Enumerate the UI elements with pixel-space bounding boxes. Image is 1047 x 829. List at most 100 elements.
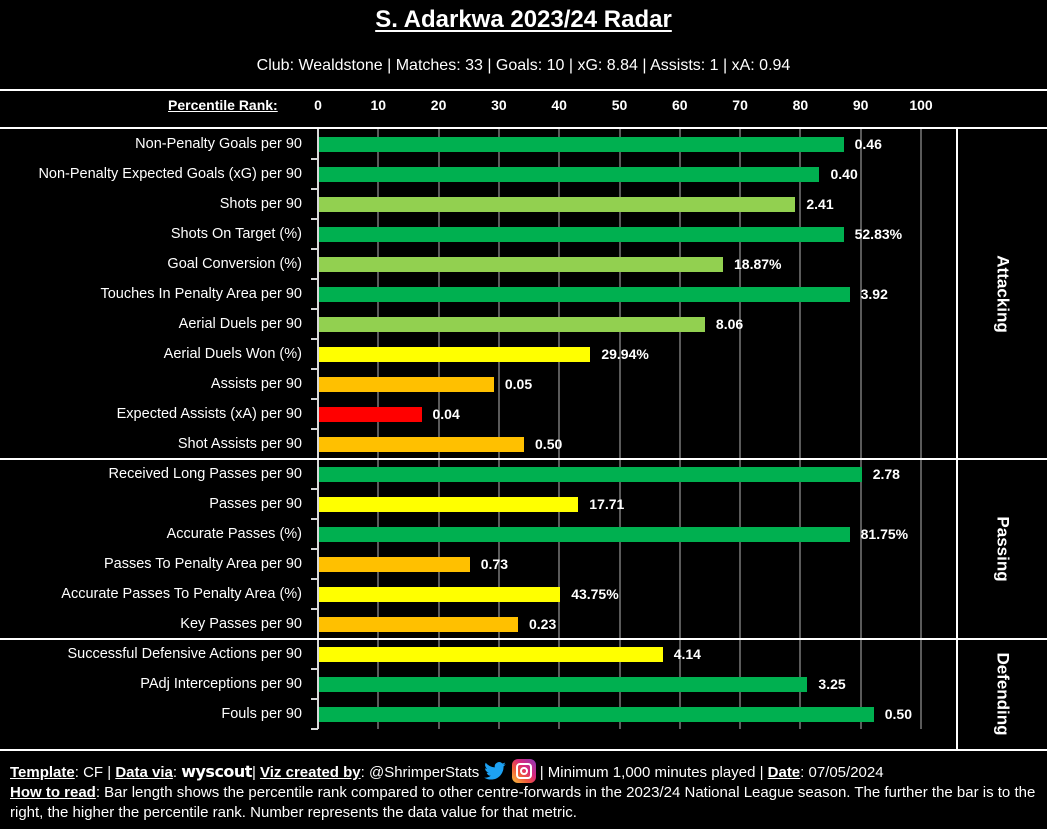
- template-value: : CF |: [74, 764, 116, 781]
- gridline: [437, 129, 440, 729]
- metric-label: Received Long Passes per 90: [108, 466, 302, 482]
- percentile-bar: [319, 136, 844, 152]
- how-to-read-text: : Bar length shows the percentile rank c…: [10, 784, 1036, 821]
- metric-label: Aerial Duels per 90: [178, 316, 302, 332]
- percentile-bar: [319, 706, 874, 722]
- section-column-divider: [956, 127, 958, 751]
- header-divider-top: [0, 89, 1047, 91]
- y-axis-line: [317, 129, 319, 729]
- bar-value-label: 0.05: [504, 376, 533, 392]
- metric-label: Non-Penalty Expected Goals (xG) per 90: [38, 166, 302, 182]
- chart-title: S. Adarkwa 2023/24 Radar: [375, 6, 672, 33]
- metric-label: Passes per 90: [209, 496, 302, 512]
- bar-value-label: 52.83%: [854, 226, 903, 242]
- section-label-attacking: Attacking: [958, 129, 1047, 459]
- metric-label: Expected Assists (xA) per 90: [116, 406, 302, 422]
- y-axis-tick: [311, 188, 318, 190]
- percentile-bar: [319, 256, 723, 272]
- bar-value-label: 0.40: [830, 166, 858, 182]
- y-axis-tick: [311, 728, 318, 730]
- min-minutes-note: | Minimum 1,000 minutes played |: [535, 764, 768, 781]
- percentile-rank-label: Percentile Rank:: [168, 97, 278, 113]
- data-via-sep: :: [172, 764, 182, 781]
- x-tick-label: 40: [551, 97, 567, 113]
- y-axis-tick: [311, 248, 318, 250]
- bar-value-label: 3.25: [818, 676, 846, 692]
- y-axis-tick: [311, 668, 318, 670]
- section-divider: [0, 638, 1047, 640]
- data-via-label: Data via: [115, 764, 173, 781]
- y-axis-tick: [311, 278, 318, 280]
- gridline: [558, 129, 561, 729]
- percentile-bar: [319, 526, 850, 542]
- footer: Template: CF | Data via: wyscout| Viz cr…: [10, 759, 1040, 823]
- y-axis-tick: [311, 488, 318, 490]
- viz-created-label: Viz created by: [260, 764, 361, 781]
- metric-label: Passes To Penalty Area per 90: [103, 556, 302, 572]
- wyscout-logo: wyscout: [181, 762, 252, 781]
- metric-label: Accurate Passes To Penalty Area (%): [61, 586, 302, 602]
- x-tick-label: 70: [732, 97, 748, 113]
- twitter-bird-icon: [484, 762, 507, 780]
- x-tick-label: 90: [852, 97, 869, 113]
- gridline: [859, 129, 862, 729]
- metric-label: Touches In Penalty Area per 90: [100, 286, 302, 302]
- bar-value-label: 81.75%: [860, 526, 909, 542]
- bar-value-label: 0.50: [884, 706, 912, 722]
- metric-label: Fouls per 90: [221, 706, 302, 722]
- bar-value-label: 2.41: [806, 196, 834, 212]
- bar-value-label: 4.14: [673, 646, 701, 662]
- bar-value-label: 17.71: [589, 496, 625, 512]
- percentile-bar: [319, 646, 663, 662]
- gridline: [377, 129, 380, 729]
- percentile-bar: [319, 616, 518, 632]
- percentile-bar: [319, 466, 862, 482]
- percentile-bar: [319, 346, 591, 362]
- section-label-defending: Defending: [958, 639, 1047, 749]
- metric-label: PAdj Interceptions per 90: [140, 676, 302, 692]
- gridline: [920, 129, 922, 729]
- x-tick-label: 10: [370, 97, 387, 113]
- how-to-read: How to read: Bar length shows the percen…: [10, 783, 1040, 823]
- percentile-bar: [319, 406, 422, 422]
- percentile-bar: [319, 286, 850, 302]
- bar-value-label: 29.94%: [601, 346, 649, 362]
- gridline: [497, 129, 500, 729]
- bar-value-label: 0.46: [854, 136, 882, 152]
- metric-label: Key Passes per 90: [180, 616, 302, 632]
- bar-value-label: 8.06: [715, 316, 744, 332]
- instagram-icon: [511, 759, 536, 783]
- metric-label: Shot Assists per 90: [177, 436, 302, 452]
- metric-label: Successful Defensive Actions per 90: [67, 646, 302, 662]
- percentile-bar: [319, 196, 796, 212]
- bar-value-label: 0.23: [528, 616, 557, 632]
- gridline: [678, 129, 681, 729]
- bar-value-label: 2.78: [872, 466, 900, 482]
- x-tick-label: 100: [909, 97, 933, 113]
- header-divider-bottom: [0, 127, 1047, 129]
- bar-value-label: 3.92: [860, 286, 888, 302]
- date-value: : 07/05/2024: [800, 764, 884, 781]
- percentile-bar: [319, 166, 820, 182]
- player-summary: Club: Wealdstone | Matches: 33 | Goals: …: [256, 57, 791, 74]
- y-axis-tick: [311, 338, 318, 340]
- how-to-read-label: How to read: [10, 784, 96, 801]
- bar-value-label: 0.73: [480, 556, 508, 572]
- percentile-bar: [319, 676, 808, 692]
- section-label-passing: Passing: [958, 459, 1047, 639]
- separator: |: [251, 764, 261, 781]
- section-name: Defending: [993, 652, 1013, 736]
- metric-label: Aerial Duels Won (%): [163, 346, 302, 362]
- percentile-bar: [319, 586, 561, 602]
- metric-label: Shots On Target (%): [170, 226, 302, 242]
- bar-value-label: 0.04: [432, 406, 460, 422]
- viz-created-value: : @ShrimperStats: [360, 764, 484, 781]
- metric-label: Shots per 90: [219, 196, 302, 212]
- y-axis-tick: [311, 548, 318, 550]
- template-label: Template: [10, 764, 75, 781]
- percentile-bar: [319, 376, 494, 392]
- bar-value-label: 43.75%: [571, 586, 619, 602]
- percentile-bar: [319, 436, 525, 452]
- y-axis-tick: [311, 218, 318, 220]
- footer-credits: Template: CF | Data via: wyscout| Viz cr…: [10, 759, 1040, 783]
